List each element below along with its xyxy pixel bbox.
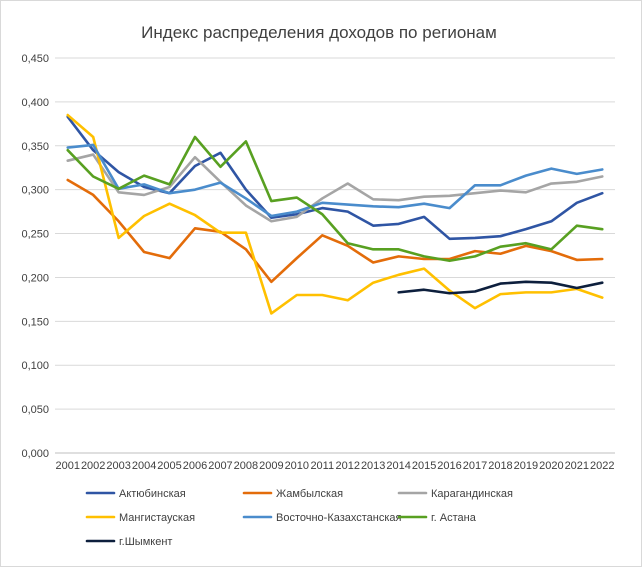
x-tick-label: 2006 (183, 460, 207, 472)
y-tick-label: 0,150 (21, 316, 49, 328)
x-tick-label: 2009 (259, 460, 283, 472)
x-tick-label: 2011 (310, 460, 334, 472)
series-lines (66, 113, 604, 315)
x-tick-label: 2020 (539, 460, 563, 472)
y-tick-label: 0,300 (21, 185, 49, 197)
series-line-4 (66, 113, 604, 315)
chart-title: Индекс распределения доходов по регионам (141, 23, 497, 42)
series-line-5 (66, 143, 604, 218)
x-tick-label: 2018 (488, 460, 512, 472)
series-line-7 (397, 280, 604, 295)
x-tick-label: 2004 (132, 460, 156, 472)
x-tick-label: 2014 (386, 460, 410, 472)
legend-label: г. Астана (431, 512, 477, 524)
legend-label: Актюбинская (119, 488, 186, 500)
legend-label: г.Шымкент (119, 536, 172, 548)
x-tick-label: 2015 (412, 460, 436, 472)
y-tick-label: 0,450 (21, 53, 49, 65)
x-tick-label: 2012 (335, 460, 359, 472)
y-tick-label: 0,000 (21, 448, 49, 460)
x-tick-label: 2010 (285, 460, 309, 472)
y-axis: 0,000 0,050 0,100 0,150 0,200 0,250 0,300 0,350… (21, 53, 49, 460)
series-line-2 (66, 178, 604, 284)
legend-label: Жамбылская (276, 488, 343, 500)
legend-label: Карагандинская (431, 488, 513, 500)
legend-label: Восточно-Казахстанская (276, 512, 402, 524)
y-tick-label: 0,400 (21, 97, 49, 109)
y-tick-label: 0,350 (21, 141, 49, 153)
legend-label: Мангистауская (119, 512, 195, 524)
x-tick-label: 2013 (361, 460, 385, 472)
legend: Актюбинская Жамбылская Карагандинская Манги… (85, 488, 513, 548)
x-tick-label: 2019 (514, 460, 538, 472)
y-tick-label: 0,250 (21, 229, 49, 241)
x-tick-label: 2007 (208, 460, 232, 472)
x-tick-label: 2003 (106, 460, 130, 472)
series-line-6 (66, 135, 604, 263)
x-tick-label: 2021 (565, 460, 589, 472)
x-axis: 2001 2002 2003 2004 2005 2006 2007 2008 2009 2010… (55, 460, 614, 472)
series-line-3 (66, 153, 604, 223)
x-tick-label: 2008 (234, 460, 258, 472)
x-tick-label: 2017 (463, 460, 487, 472)
x-tick-label: 2016 (437, 460, 461, 472)
y-tick-label: 0,100 (21, 360, 49, 372)
y-tick-label: 0,200 (21, 272, 49, 284)
x-tick-label: 2005 (157, 460, 181, 472)
x-tick-label: 2022 (590, 460, 614, 472)
x-tick-label: 2002 (81, 460, 105, 472)
gridlines (55, 57, 615, 454)
x-tick-label: 2001 (55, 460, 79, 472)
y-tick-label: 0,050 (21, 404, 49, 416)
